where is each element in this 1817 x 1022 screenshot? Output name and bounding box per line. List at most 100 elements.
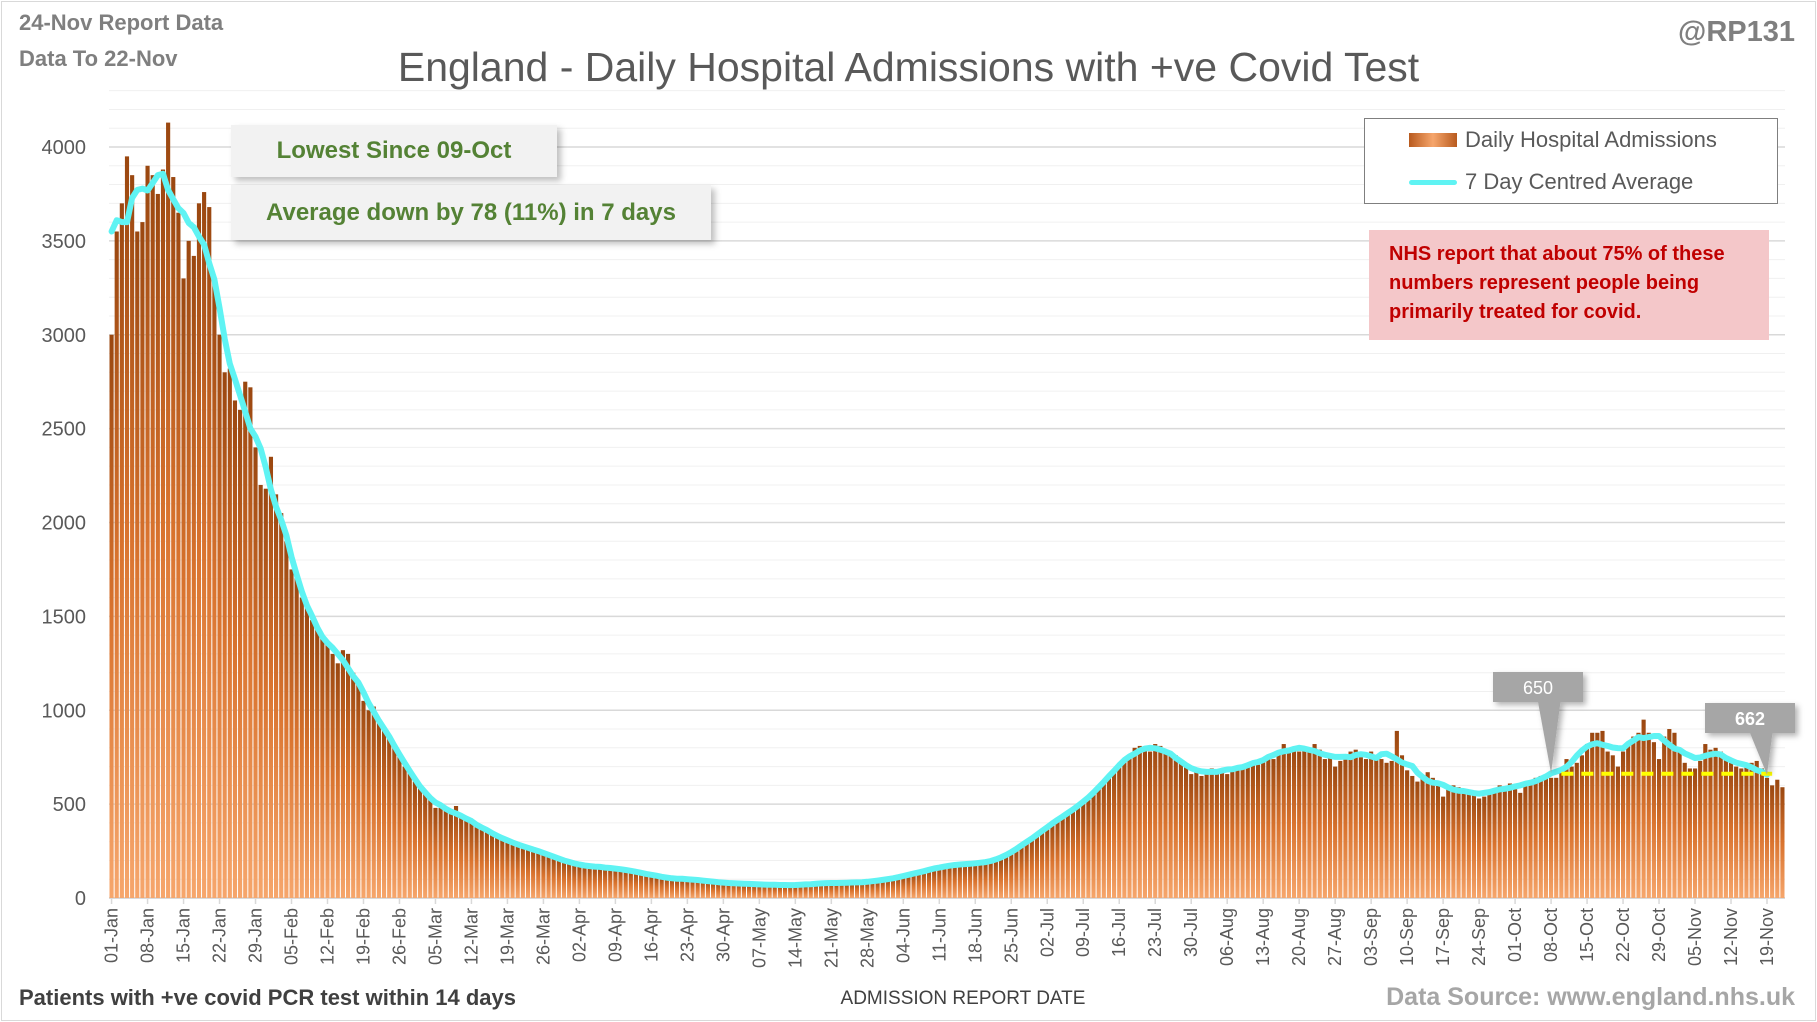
x-tick-label: 04-Jun — [893, 908, 913, 963]
bar — [880, 880, 885, 898]
bar — [1024, 841, 1029, 898]
bar — [1173, 755, 1178, 898]
bar — [1117, 766, 1122, 898]
bar — [155, 193, 160, 898]
legend-item-daily: Daily Hospital Admissions — [1409, 127, 1717, 153]
bar — [1312, 744, 1317, 898]
bar — [1728, 762, 1734, 898]
x-tick-label: 21-May — [821, 908, 841, 968]
bar — [1482, 796, 1487, 898]
bar — [561, 860, 567, 898]
bar — [335, 663, 340, 898]
bar — [196, 203, 202, 898]
bar — [1600, 730, 1605, 898]
bar — [1759, 768, 1764, 898]
x-tick-label: 13-Aug — [1253, 908, 1273, 966]
bar — [1425, 772, 1430, 898]
bar — [1065, 811, 1070, 898]
bar — [572, 864, 577, 898]
bar — [130, 175, 135, 899]
legend-swatch-bar — [1409, 133, 1457, 147]
bar — [248, 387, 253, 898]
bar — [1749, 762, 1754, 898]
bar — [849, 883, 854, 898]
bar — [1415, 781, 1420, 898]
bar — [1194, 770, 1199, 898]
bar — [274, 494, 279, 898]
bar — [1081, 804, 1086, 898]
bar — [911, 873, 916, 898]
bar — [659, 877, 664, 898]
bar — [217, 334, 222, 898]
bar — [1569, 766, 1574, 898]
bar — [1564, 759, 1569, 898]
bar — [978, 863, 983, 898]
bar — [1492, 790, 1497, 898]
bar — [1549, 777, 1554, 898]
bar — [1538, 775, 1543, 898]
bar — [1132, 747, 1137, 898]
bar — [1497, 785, 1502, 898]
bar — [1610, 755, 1615, 898]
bar — [1055, 819, 1060, 898]
legend-label-average: 7 Day Centred Average — [1465, 169, 1694, 194]
bar — [1353, 749, 1358, 898]
x-tick-label: 01-Oct — [1505, 908, 1525, 962]
legend: Daily Hospital Admissions 7 Day Centred … — [1364, 118, 1778, 204]
x-tick-label: 29-Jan — [246, 908, 266, 963]
bar — [495, 836, 500, 898]
x-tick-label: 05-Mar — [425, 908, 445, 965]
bar — [700, 880, 705, 898]
bar — [448, 813, 453, 898]
bar — [968, 864, 973, 898]
bar — [1250, 762, 1255, 898]
bar — [890, 878, 896, 898]
bar — [1734, 766, 1739, 898]
bar — [1405, 770, 1410, 898]
bar — [1698, 760, 1703, 898]
bar — [808, 883, 813, 898]
x-tick-label: 23-Apr — [677, 908, 697, 962]
bar — [1163, 749, 1168, 898]
bar — [1739, 768, 1744, 898]
bar — [669, 878, 675, 898]
bar — [767, 883, 772, 898]
x-tick-label: 16-Apr — [641, 908, 661, 962]
bar — [1137, 745, 1142, 898]
bar — [428, 798, 433, 898]
bar — [1004, 856, 1009, 898]
bar — [1389, 760, 1394, 898]
bar — [1559, 768, 1564, 898]
bar — [885, 879, 890, 898]
bar — [1672, 732, 1677, 898]
bar — [1430, 777, 1435, 898]
bar — [541, 852, 546, 898]
bar — [1307, 747, 1312, 898]
bar — [1070, 809, 1076, 898]
bar — [381, 729, 387, 898]
bar — [176, 212, 181, 898]
bar — [1029, 837, 1034, 898]
bar — [818, 882, 824, 898]
bar — [510, 843, 515, 898]
bar — [1466, 792, 1471, 898]
bar — [1112, 770, 1117, 898]
bar — [114, 231, 119, 899]
bar — [1302, 749, 1307, 898]
x-tick-label: 05-Nov — [1685, 908, 1705, 966]
bar — [232, 400, 238, 898]
bar — [124, 156, 130, 898]
bar — [1636, 732, 1641, 898]
bar — [243, 381, 248, 898]
bar — [1533, 777, 1538, 898]
bar — [772, 884, 777, 898]
bar — [186, 240, 191, 898]
bar — [525, 847, 531, 898]
x-tick-label: 29-Oct — [1649, 908, 1669, 962]
bar — [212, 278, 217, 898]
average-line — [108, 170, 1770, 889]
x-tick-label: 15-Jan — [174, 908, 194, 963]
bar — [788, 885, 793, 898]
bar — [1230, 770, 1235, 898]
average-change-box: Average down by 78 (11%) in 7 days — [231, 185, 711, 240]
